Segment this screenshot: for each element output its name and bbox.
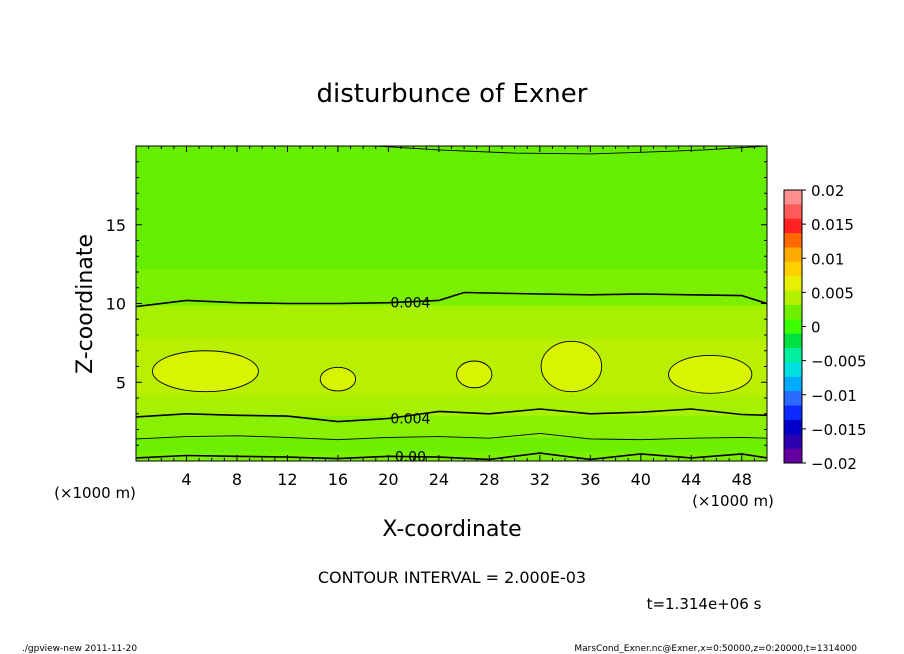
x-tick-label-4: 20 xyxy=(378,470,398,489)
x-axis: 4 8 12 16 20 24 28 32 36 40 44 48 xyxy=(148,146,755,489)
colorbar-tick-label-0: 0.02 xyxy=(811,182,844,200)
x-tick-label-11: 48 xyxy=(732,470,752,489)
fill-region-1 xyxy=(320,367,356,391)
plot-area: 0.00 0.004 0.004 xyxy=(135,145,768,465)
x-unit-right: (×1000 m) xyxy=(692,492,774,510)
source-label: MarsCond_Exner.nc@Exner,x=0:50000,z=0:20… xyxy=(574,644,857,654)
y-tick-label-1: 10 xyxy=(106,295,126,314)
x-tick-label-10: 44 xyxy=(681,470,701,489)
x-tick-label-7: 32 xyxy=(530,470,550,489)
contour-line-1 xyxy=(135,432,768,441)
colorbar-swatch-18 xyxy=(784,448,802,464)
x-axis-label: X-coordinate xyxy=(382,517,521,542)
colorbar-tick-label-1: 0.015 xyxy=(811,216,854,234)
contour-interval: CONTOUR INTERVAL = 2.000E-03 xyxy=(318,568,586,587)
x-tick-label-5: 24 xyxy=(429,470,449,489)
colorbar: 0.02 0.015 0.01 0.005 0 −0.005 −0.01 −0.015 −0.0… xyxy=(783,182,867,473)
colorbar-swatch-11 xyxy=(784,348,802,363)
colorbar-tick-label-4: 0 xyxy=(811,319,821,337)
colorbar-tick-label-2: 0.01 xyxy=(811,250,844,268)
fill-band-0 xyxy=(136,451,767,462)
closed-contour-0 xyxy=(151,350,259,393)
fill-region-4 xyxy=(668,355,752,394)
colorbar-swatch-6 xyxy=(784,276,802,291)
x-tick-label-8: 36 xyxy=(580,470,600,489)
colorbar-swatch-13 xyxy=(784,376,802,392)
contour-label-3: 0.004 xyxy=(390,296,430,312)
colorbar-swatch-17 xyxy=(784,434,802,450)
colorbar-swatch-14 xyxy=(784,391,802,406)
fill-band-5 xyxy=(136,305,767,339)
colorbar-swatch-2 xyxy=(784,218,802,234)
colorbar-swatch-4 xyxy=(784,247,802,263)
colorbar-swatch-5 xyxy=(784,261,802,277)
program-label: ./gpview-new 2011-11-20 xyxy=(22,644,137,654)
colorbar-swatch-1 xyxy=(784,204,802,220)
fill-band-7 xyxy=(136,146,767,270)
colorbar-swatch-9 xyxy=(784,319,802,335)
chart-title: disturbunce of Exner xyxy=(317,79,588,109)
fill-band-6 xyxy=(136,268,767,306)
colorbar-tick-label-7: −0.015 xyxy=(811,421,867,439)
colorbar-swatch-0 xyxy=(784,190,802,205)
x-tick-label-9: 40 xyxy=(631,470,651,489)
contour-line-2 xyxy=(135,408,768,423)
closed-contour-2 xyxy=(456,360,493,389)
colorbar-swatch-12 xyxy=(784,362,802,378)
closed-contour-3 xyxy=(540,340,603,393)
fill-band-2 xyxy=(136,415,767,438)
colorbar-tick-label-8: −0.02 xyxy=(811,455,857,473)
color-fill-layer xyxy=(136,146,767,462)
colorbar-tick-label-3: 0.005 xyxy=(811,284,854,302)
colorbar-swatch-7 xyxy=(784,290,802,306)
x-tick-label-2: 12 xyxy=(277,470,297,489)
y-axis-label: Z-coordinate xyxy=(73,234,98,374)
colorbar-swatch-16 xyxy=(784,419,802,435)
colorbar-swatch-10 xyxy=(784,333,802,349)
time-label: t=1.314e+06 s xyxy=(647,595,762,613)
fill-band-1 xyxy=(136,437,767,453)
colorbar-tick-label-6: −0.01 xyxy=(811,387,857,405)
x-tick-label-6: 28 xyxy=(479,470,499,489)
contour-label-2: 0.004 xyxy=(390,411,430,427)
x-tick-label-1: 8 xyxy=(232,470,242,489)
fill-band-3 xyxy=(136,394,767,416)
colorbar-tick-label-5: −0.005 xyxy=(811,353,867,371)
contour-label-0: 0.00 xyxy=(395,449,426,465)
contour-line-3 xyxy=(135,291,768,308)
fill-region-0 xyxy=(152,350,259,392)
closed-contour-1 xyxy=(319,366,357,392)
y-axis: 5 10 15 xyxy=(106,161,767,446)
colorbar-swatch-15 xyxy=(784,405,802,421)
y-tick-label-2: 15 xyxy=(106,216,126,235)
closed-contour-4 xyxy=(668,355,753,394)
x-tick-label-3: 16 xyxy=(328,470,348,489)
fill-region-3 xyxy=(541,341,602,392)
x-unit-left: (×1000 m) xyxy=(54,484,136,502)
x-tick-label-0: 4 xyxy=(181,470,191,489)
fill-region-2 xyxy=(456,360,492,388)
colorbar-swatch-8 xyxy=(784,304,802,320)
y-tick-label-0: 5 xyxy=(116,373,126,392)
colorbar-swatch-3 xyxy=(784,233,802,248)
